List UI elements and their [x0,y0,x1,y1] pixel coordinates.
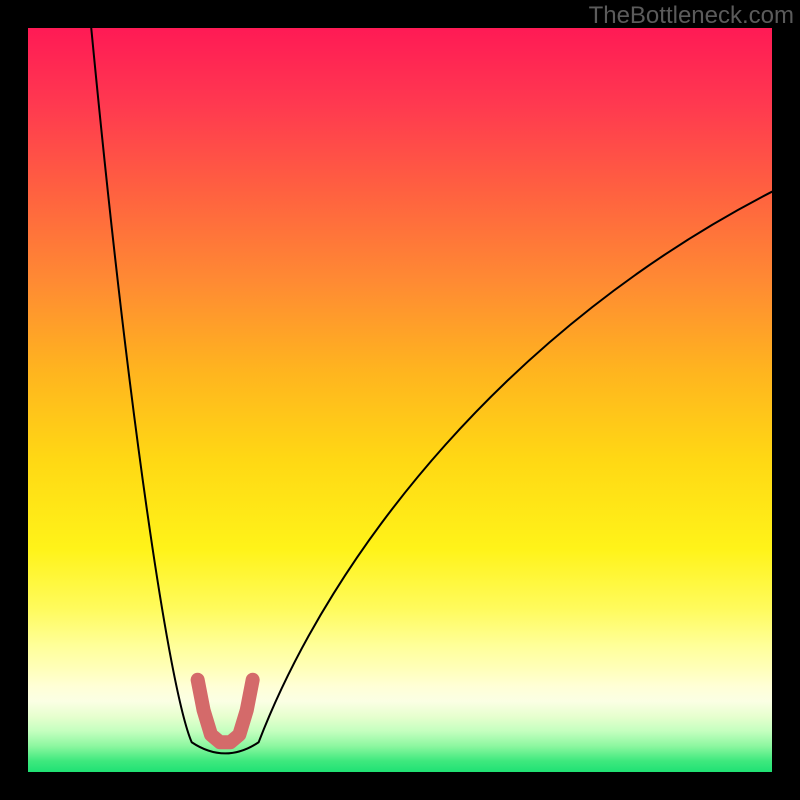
chart-stage: TheBottleneck.com [0,0,800,800]
chart-svg [0,0,800,800]
